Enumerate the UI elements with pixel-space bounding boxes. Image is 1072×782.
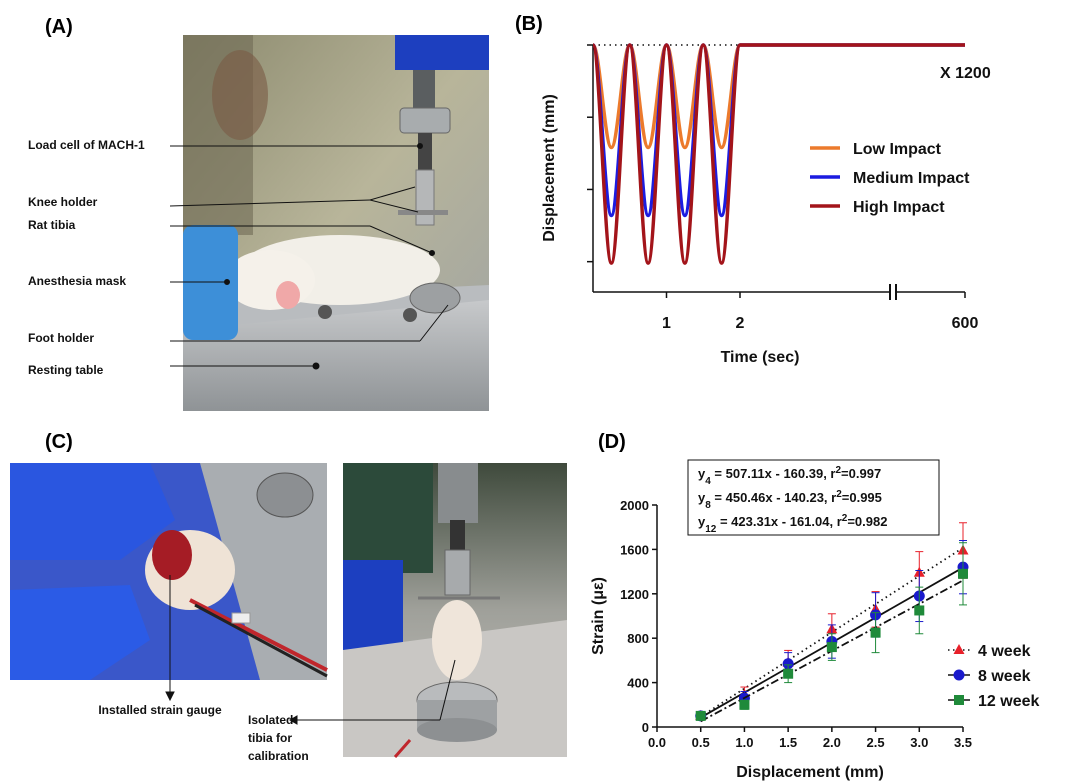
callout-label: Installed strain gauge (98, 703, 222, 717)
equation-part: 2 (836, 489, 842, 500)
marker (914, 605, 925, 616)
equation-part: = 450.46x - 140.23, r (711, 490, 836, 505)
annotation: X 1200 (940, 65, 991, 82)
equation: y12 = 423.31x - 161.04, r2=0.982 (698, 513, 887, 535)
y-axis-label: Strain (με) (590, 577, 607, 655)
y-tick-label: 400 (627, 676, 649, 691)
x-tick-label: 600 (952, 315, 979, 332)
marker (958, 568, 968, 579)
panel-label: (D) (598, 431, 626, 453)
marker (783, 668, 794, 679)
x-tick-label: 3.0 (910, 735, 928, 750)
x-axis-label: Displacement (mm) (736, 764, 884, 781)
callout-label: tibia for (248, 731, 292, 745)
legend-label: Low Impact (853, 141, 942, 158)
equation-part: 12 (705, 524, 717, 535)
x-tick-label: 2.5 (867, 735, 885, 750)
panel-label: (B) (515, 13, 543, 35)
x-tick-label: 1 (662, 315, 671, 332)
callout-label: Load cell of MACH-1 (28, 138, 145, 152)
y-tick-label: 1200 (620, 587, 649, 602)
marker (954, 695, 964, 705)
x-axis-label: Time (sec) (721, 349, 800, 366)
equation-part: = 507.11x - 160.39, r (711, 466, 836, 481)
photo-a (183, 35, 489, 411)
marker (953, 669, 965, 681)
legend-label: 4 week (978, 643, 1031, 660)
equation-part: y (698, 490, 706, 505)
equation-part: 2 (835, 465, 841, 476)
equation-part: 8 (705, 500, 711, 511)
callout-label: Isolated (248, 713, 293, 727)
equation-part: =0.995 (842, 490, 882, 505)
y-axis-label: Displacement (mm) (541, 94, 558, 242)
photo-c-right (343, 463, 567, 758)
photo-a-labels: Load cell of MACH-1 Knee holder Rat tibi… (28, 138, 145, 377)
callout-label: Anesthesia mask (28, 274, 126, 288)
callout-label: Knee holder (28, 195, 98, 209)
callouts-a (169, 143, 449, 370)
y-tick-label: 1600 (620, 542, 649, 557)
callouts-c (165, 575, 456, 725)
marker (826, 642, 837, 653)
y-tick-label: 2000 (620, 498, 649, 513)
x-tick-label: 2.0 (823, 735, 841, 750)
equation-box (687, 459, 940, 536)
callout-label: Foot holder (28, 331, 94, 345)
x-tick-label: 3.5 (954, 735, 972, 750)
equation-part: y (698, 514, 706, 529)
equation-part: = 423.31x - 161.04, r (716, 514, 841, 529)
marker (953, 644, 965, 654)
legend-label: Medium Impact (853, 170, 970, 187)
legend-label: 12 week (978, 693, 1039, 710)
callout-label: Rat tibia (28, 218, 76, 232)
equation-part: 2 (842, 513, 848, 524)
panel-label: (A) (45, 16, 73, 38)
x-tick-label: 0.5 (692, 735, 710, 750)
y-tick-label: 800 (627, 631, 649, 646)
series-line (591, 43, 965, 265)
series-line (591, 43, 965, 218)
equation: y4 = 507.11x - 160.39, r2=0.997 (698, 465, 881, 487)
marker (739, 699, 750, 710)
photo-c-left (10, 463, 328, 680)
axis-break (889, 284, 897, 300)
equation: y8 = 450.46x - 140.23, r2=0.995 (698, 489, 882, 511)
legend-label: High Impact (853, 199, 945, 216)
x-tick-label: 1.0 (735, 735, 753, 750)
y-tick-label: 0 (642, 720, 649, 735)
panel-label: (C) (45, 431, 73, 453)
x-tick-label: 2 (736, 315, 745, 332)
x-tick-label: 0.0 (648, 735, 666, 750)
marker (870, 627, 881, 638)
callout-label: Resting table (28, 363, 104, 377)
callout-label: calibration (248, 749, 309, 763)
x-tick-label: 1.5 (779, 735, 797, 750)
marker (782, 658, 794, 670)
equation-part: =0.982 (847, 514, 887, 529)
legend-label: 8 week (978, 668, 1031, 685)
equation-part: y (698, 466, 706, 481)
equation-part: 4 (705, 476, 711, 487)
series-line (591, 43, 965, 150)
marker (695, 710, 706, 721)
equation-part: =0.997 (841, 466, 881, 481)
